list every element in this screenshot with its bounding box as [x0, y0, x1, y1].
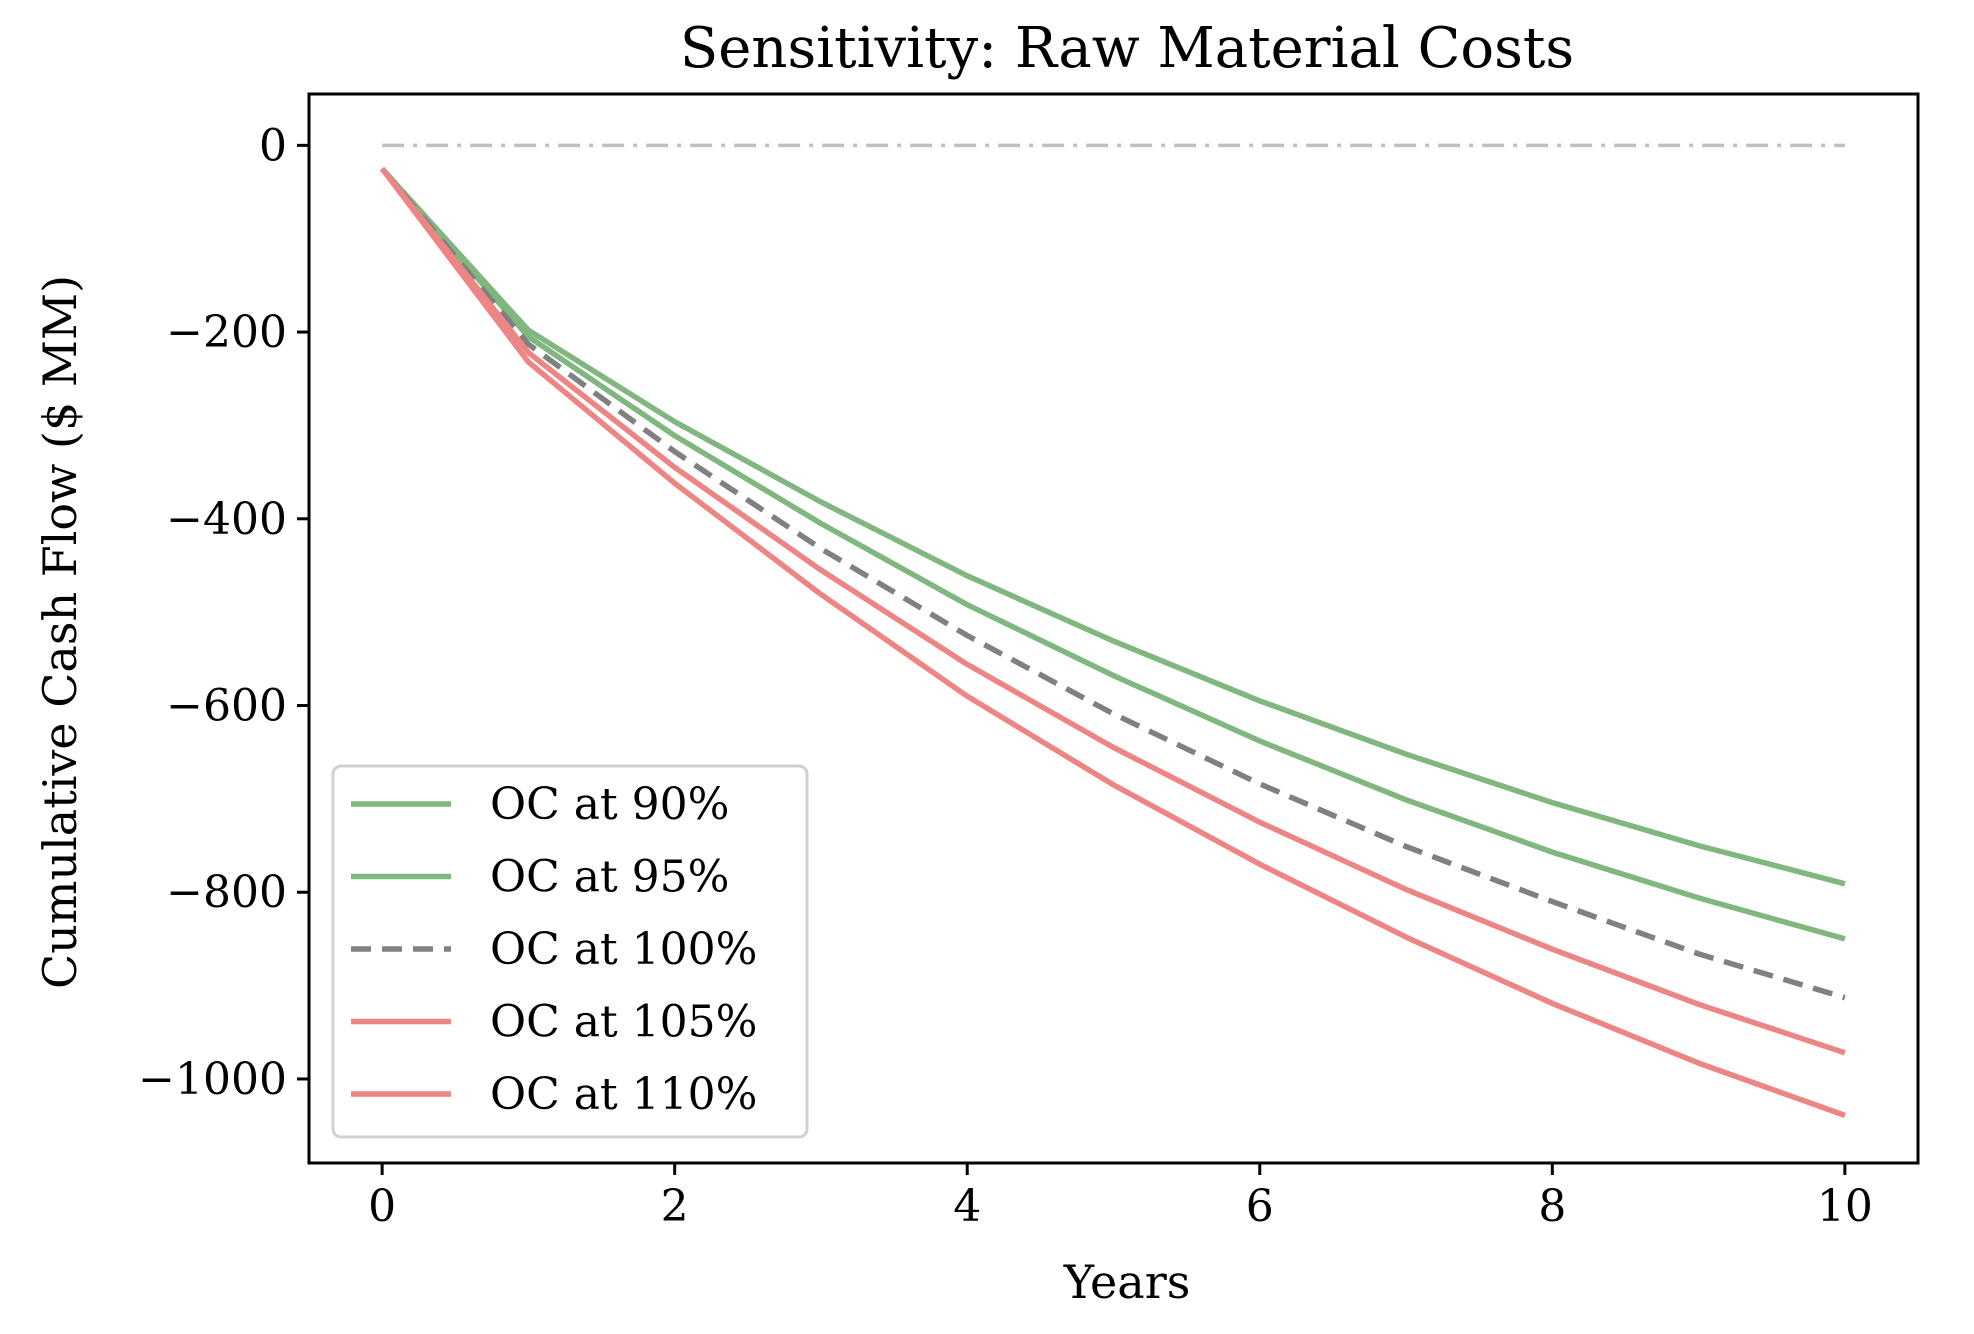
- legend-frame: [331, 764, 809, 1139]
- y-tick-label: −1000: [138, 1054, 287, 1105]
- x-axis: 0 2 4 6 8 10: [368, 1163, 1873, 1232]
- plot-frame: [307, 92, 1920, 1165]
- series-line-0: [380, 166, 1846, 887]
- x-tick-label: 0: [368, 1181, 396, 1232]
- x-tick-label: 4: [953, 1181, 981, 1232]
- legend-label-0: OC at 90%: [490, 779, 729, 830]
- legend-label-2: OC at 100%: [490, 924, 757, 975]
- y-tick-label: −400: [166, 494, 287, 545]
- x-tick-label: 2: [661, 1181, 689, 1232]
- series-line-4: [379, 167, 1846, 1118]
- y-tick-label: −200: [166, 307, 287, 358]
- x-axis-label: Years: [1063, 1255, 1191, 1309]
- plot-area: [307, 92, 1920, 1165]
- legend-label-4: OC at 110%: [490, 1069, 757, 1120]
- series-line-1: [380, 166, 1846, 942]
- x-tick-label: 10: [1817, 1181, 1873, 1232]
- y-axis-label: Cumulative Cash Flow ($ MM): [33, 275, 87, 989]
- y-tick-label: −600: [166, 681, 287, 732]
- y-tick-label: 0: [259, 120, 287, 171]
- y-tick-label: −800: [166, 867, 287, 918]
- y-axis: 0 −200 −400 −600 −800 −1000: [138, 120, 309, 1105]
- series-line-3: [379, 166, 1846, 1056]
- legend-label-3: OC at 105%: [490, 997, 757, 1048]
- x-tick-label: 8: [1538, 1181, 1566, 1232]
- chart-title: Sensitivity: Raw Material Costs: [680, 16, 1574, 81]
- legend: OC at 90% OC at 95% OC at 100% OC at 105% OC…: [331, 764, 809, 1139]
- series-line-2: [379, 166, 1846, 1001]
- x-tick-label: 6: [1246, 1181, 1274, 1232]
- legend-label-1: OC at 95%: [490, 852, 729, 903]
